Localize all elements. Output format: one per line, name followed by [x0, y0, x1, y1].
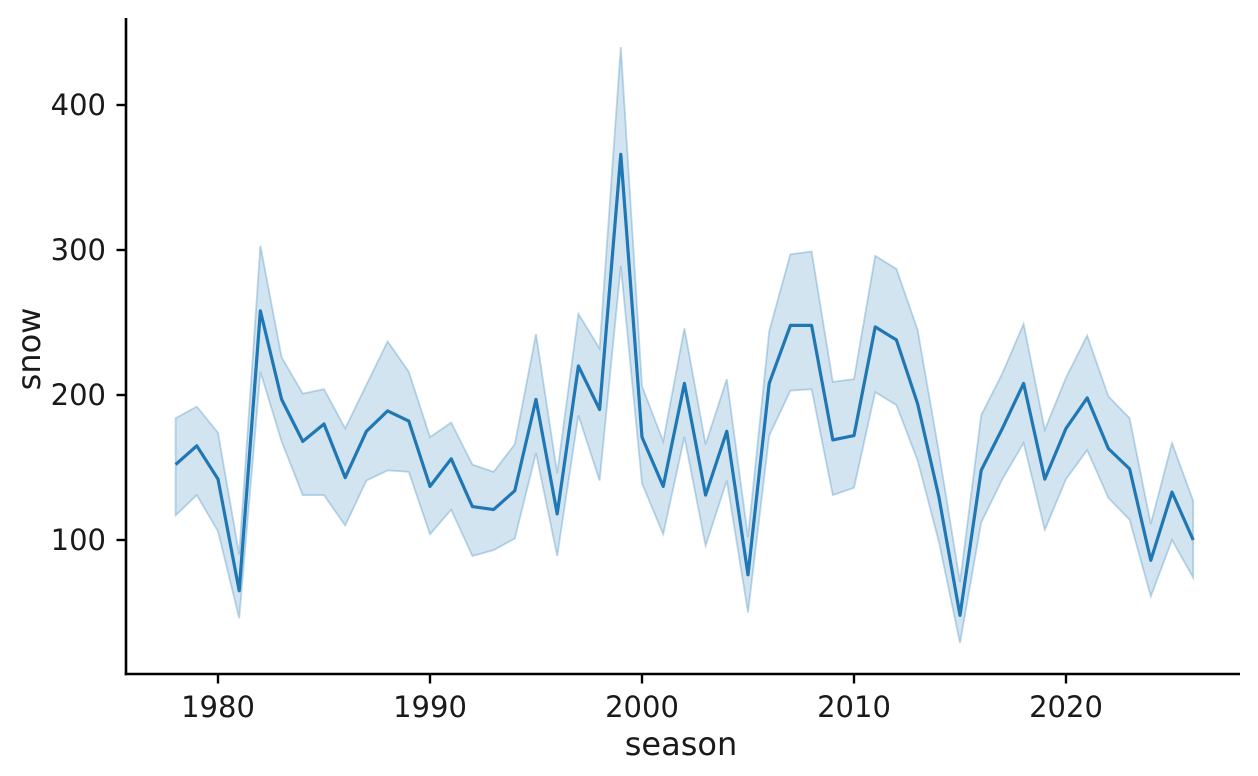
y-tick-label: 100: [51, 523, 106, 557]
x-axis-label: season: [625, 725, 738, 763]
x-axis-ticks: 1980 1990 2000 2010 2020: [181, 674, 1103, 724]
x-tick-label: 1980: [181, 690, 255, 724]
confidence-band-area: [174, 46, 1195, 644]
y-axis-ticks: 100 200 300 400: [51, 88, 126, 557]
y-tick-label: 200: [51, 378, 106, 412]
snow-line-series: [174, 152, 1195, 618]
x-tick-label: 1990: [393, 690, 467, 724]
x-tick-label: 2020: [1029, 690, 1103, 724]
y-tick-label: 300: [51, 233, 106, 267]
x-tick-label: 2000: [605, 690, 679, 724]
x-tick-label: 2010: [817, 690, 891, 724]
y-tick-label: 400: [51, 88, 106, 122]
y-axis-label: snow: [10, 308, 48, 391]
